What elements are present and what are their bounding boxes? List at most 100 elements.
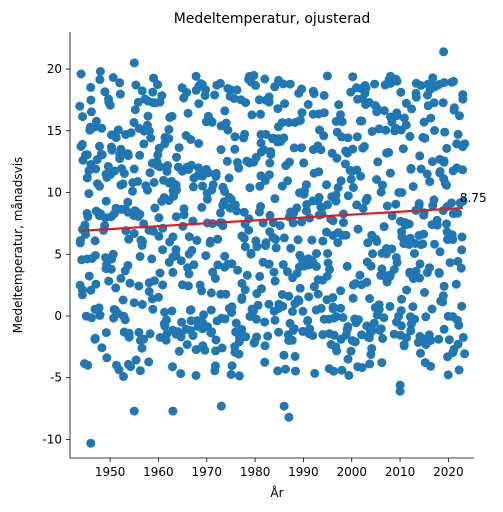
data-point	[239, 207, 249, 217]
data-point	[146, 133, 156, 143]
data-point	[125, 278, 135, 288]
data-point	[329, 366, 339, 376]
data-point	[105, 100, 115, 110]
data-point	[361, 196, 371, 206]
data-point	[130, 105, 140, 115]
data-point	[269, 267, 279, 277]
data-point	[133, 177, 143, 186]
data-point	[365, 359, 375, 369]
data-point	[295, 115, 305, 125]
data-point	[299, 158, 309, 168]
data-point	[145, 168, 155, 178]
data-point	[144, 357, 154, 367]
data-point	[401, 98, 411, 108]
data-point	[368, 249, 378, 259]
data-point	[94, 303, 104, 313]
data-point	[86, 107, 96, 117]
data-point	[454, 365, 464, 375]
data-point	[416, 164, 426, 174]
data-point	[194, 99, 204, 109]
data-point	[385, 301, 395, 311]
data-point	[270, 276, 280, 286]
data-point	[84, 166, 94, 176]
data-point	[399, 113, 409, 123]
data-point	[356, 171, 366, 181]
x-tick-label: 2000	[336, 465, 367, 479]
data-point	[135, 252, 145, 261]
data-point	[357, 116, 367, 126]
data-point	[155, 268, 165, 278]
y-ticks: -10 -5 0 5 10 15 20	[42, 62, 70, 446]
data-point	[186, 160, 196, 170]
data-point	[408, 302, 418, 312]
data-point	[273, 366, 283, 376]
data-point	[449, 105, 459, 115]
data-point	[411, 92, 421, 102]
x-ticks: 1950 1960 1970 1980 1990 2000 2010 2020	[95, 458, 464, 479]
data-point	[108, 249, 118, 259]
data-point	[358, 204, 368, 213]
data-point	[234, 163, 244, 173]
data-point	[425, 177, 435, 187]
data-point	[395, 380, 405, 390]
data-point	[95, 310, 105, 320]
data-point	[95, 75, 105, 85]
data-point	[416, 348, 425, 358]
data-point	[279, 233, 289, 243]
data-point	[460, 139, 470, 149]
data-point	[231, 318, 241, 328]
data-point	[274, 327, 284, 337]
data-point	[116, 144, 126, 154]
data-point	[110, 166, 120, 176]
data-point	[405, 131, 415, 141]
data-point	[444, 335, 454, 345]
data-point	[222, 156, 232, 166]
data-point	[207, 117, 217, 127]
data-point	[242, 270, 252, 280]
data-point	[229, 94, 239, 103]
data-point	[355, 270, 365, 280]
data-point	[460, 349, 470, 359]
data-point	[255, 181, 265, 191]
data-point	[84, 271, 94, 281]
data-point	[270, 194, 280, 204]
data-point	[96, 149, 106, 159]
data-point	[90, 236, 100, 246]
data-point	[147, 254, 157, 264]
data-point	[224, 173, 234, 183]
data-point	[396, 306, 406, 316]
data-point	[336, 286, 346, 296]
data-point	[432, 220, 442, 230]
data-point	[226, 85, 236, 95]
data-point	[426, 336, 436, 345]
data-point	[246, 248, 256, 258]
data-point	[440, 127, 450, 137]
data-point	[129, 298, 139, 308]
data-point	[91, 116, 101, 126]
data-point	[363, 238, 373, 248]
data-point	[422, 169, 432, 179]
data-point	[359, 142, 369, 151]
data-point	[430, 126, 439, 135]
x-tick-label: 1950	[95, 465, 126, 479]
data-point	[211, 335, 221, 345]
x-tick-label: 2020	[433, 465, 464, 479]
data-point	[221, 118, 231, 128]
data-point	[176, 256, 186, 266]
data-point	[313, 289, 323, 299]
data-point	[139, 334, 149, 344]
data-point	[111, 283, 121, 293]
data-point	[352, 132, 362, 142]
data-point	[97, 123, 107, 133]
data-point	[253, 300, 263, 310]
data-point	[370, 79, 380, 89]
data-point	[86, 438, 96, 448]
data-point	[385, 272, 395, 282]
data-point	[227, 259, 237, 269]
data-point	[191, 71, 201, 81]
data-point	[410, 314, 420, 324]
data-point	[183, 108, 193, 118]
axes	[69, 32, 474, 459]
data-point	[291, 366, 300, 376]
data-point	[206, 328, 216, 338]
